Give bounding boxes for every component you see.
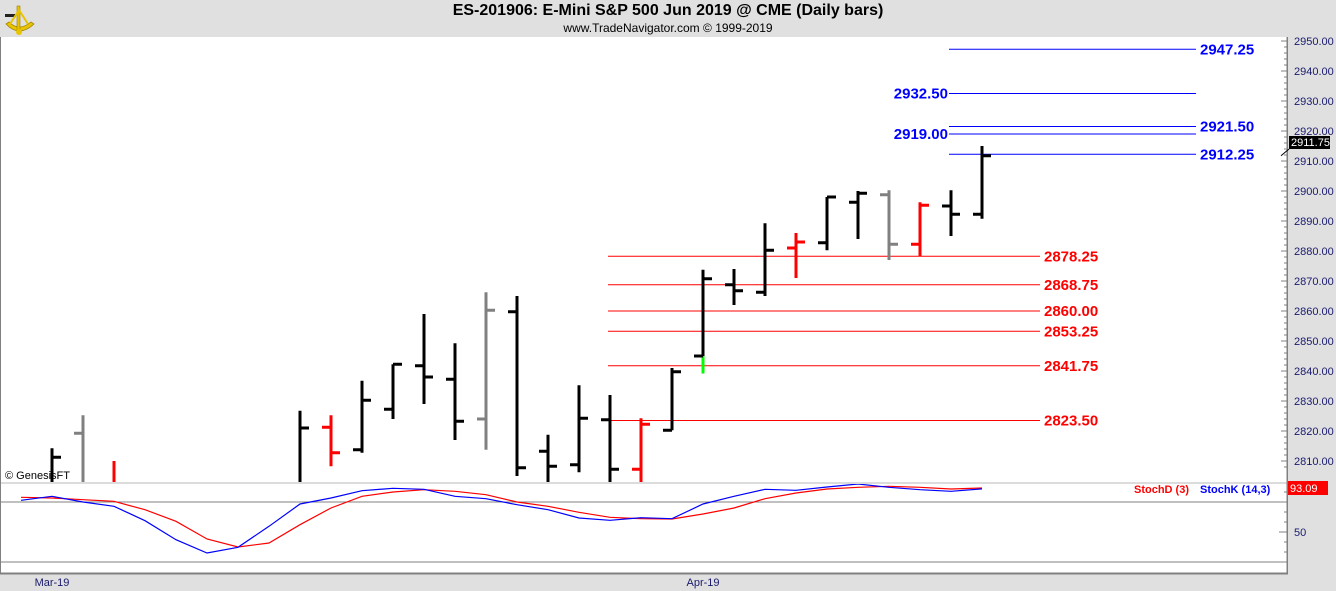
ohlc-bar[interactable] (880, 190, 898, 260)
sextant-icon (5, 5, 35, 35)
price-tick-label: 2850.00 (1294, 336, 1334, 348)
ohlc-bar[interactable] (663, 368, 681, 432)
ohlc-bar[interactable] (508, 296, 526, 476)
ohlc-bar[interactable] (911, 202, 929, 257)
level-label: 2868.75 (1044, 277, 1098, 294)
watermark: © GenesisFT (5, 470, 70, 482)
ohlc-bar[interactable] (446, 343, 464, 440)
stoch-series-line (20, 485, 983, 548)
stoch-series-line (20, 484, 983, 554)
level-label: 2921.50 (1200, 119, 1254, 136)
stoch-tick-label: 50 (1294, 527, 1306, 539)
ohlc-bar[interactable] (74, 415, 85, 484)
level-label: 2932.50 (894, 86, 948, 103)
ohlc-bar[interactable] (298, 410, 309, 484)
ohlc-bar[interactable] (539, 434, 557, 484)
level-label: 2853.25 (1044, 323, 1098, 340)
ohlc-bar[interactable] (973, 146, 991, 219)
ohlc-bar[interactable] (384, 362, 402, 419)
level-label: 2912.25 (1200, 146, 1254, 163)
level-label: 2860.00 (1044, 303, 1098, 320)
chart-subtitle: www.TradeNavigator.com © 1999-2019 (563, 21, 773, 35)
last-price-pointer (1280, 148, 1290, 157)
chart-header: ES-201906: E-Mini S&P 500 Jun 2019 @ CME… (0, 0, 1336, 37)
price-tick-label: 2830.00 (1294, 396, 1334, 408)
level-label: 2823.50 (1044, 413, 1098, 430)
price-tick-label: 2860.00 (1294, 306, 1334, 318)
stoch-last-value-marker (1288, 481, 1328, 495)
price-axis[interactable] (1288, 37, 1336, 591)
ohlc-bar[interactable] (50, 448, 61, 484)
stochastic-pane[interactable] (1, 484, 1287, 573)
date-tick-label: Mar-19 (35, 577, 70, 589)
legend-stochk: StochK (14,3) (1200, 484, 1271, 496)
ohlc-bar[interactable] (818, 195, 836, 251)
ohlc-bar[interactable] (756, 223, 774, 296)
stoch-last-value-label: 93.09 (1290, 483, 1318, 495)
ohlc-bar[interactable] (787, 233, 805, 278)
legend-stochd: StochD (3) (1134, 484, 1189, 496)
ohlc-bar[interactable] (601, 395, 619, 484)
price-tick-label: 2950.00 (1294, 36, 1334, 48)
last-price-marker (1289, 136, 1330, 149)
pane-separator[interactable] (0, 482, 1287, 484)
price-tick-label: 2930.00 (1294, 96, 1334, 108)
price-tick-label: 2810.00 (1294, 456, 1334, 468)
price-tick-label: 2890.00 (1294, 216, 1334, 228)
price-pane[interactable] (1, 37, 1287, 482)
chart-title: ES-201906: E-Mini S&P 500 Jun 2019 @ CME… (452, 2, 884, 19)
price-tick-label: 2910.00 (1294, 156, 1334, 168)
level-label: 2947.25 (1200, 41, 1254, 58)
ohlc-bar[interactable] (322, 415, 340, 467)
ohlc-bar[interactable] (477, 292, 495, 450)
ohlc-bar[interactable] (570, 385, 588, 473)
price-tick-label: 2840.00 (1294, 366, 1334, 378)
level-label: 2878.25 (1044, 248, 1098, 265)
ohlc-bar[interactable] (725, 269, 743, 305)
ohlc-bar[interactable] (942, 190, 960, 236)
price-tick-label: 2920.00 (1294, 126, 1334, 138)
time-axis[interactable] (0, 575, 1288, 591)
price-tick-label: 2820.00 (1294, 426, 1334, 438)
ohlc-bar[interactable] (694, 269, 712, 374)
ohlc-bar[interactable] (849, 191, 867, 239)
level-label: 2919.00 (894, 126, 948, 143)
price-tick-label: 2940.00 (1294, 66, 1334, 78)
ohlc-bar[interactable] (353, 380, 371, 453)
level-label: 2841.75 (1044, 358, 1098, 375)
ohlc-bar[interactable] (415, 314, 433, 404)
date-tick-label: Apr-19 (686, 577, 719, 589)
ohlc-bar[interactable] (632, 418, 650, 484)
price-tick-label: 2870.00 (1294, 276, 1334, 288)
price-tick-label: 2880.00 (1294, 246, 1334, 258)
last-price-label: 2911.75 (1291, 137, 1330, 149)
price-tick-label: 2900.00 (1294, 186, 1334, 198)
